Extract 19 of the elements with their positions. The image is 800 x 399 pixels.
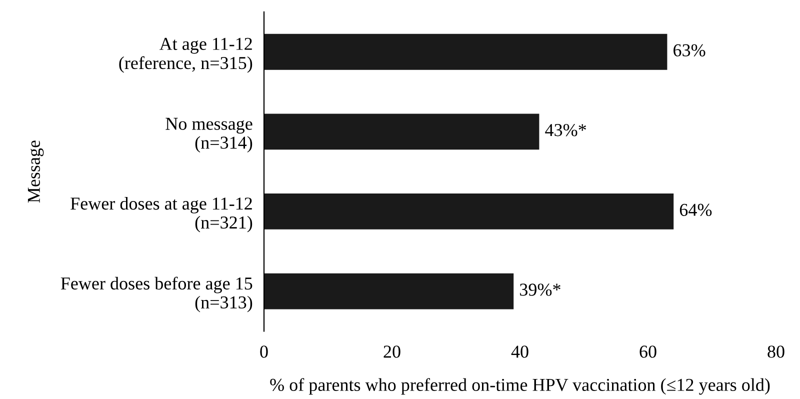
x-axis-title: % of parents who preferred on-time HPV vaccination (≤12 years old) [270,378,770,395]
data-label: 64% [680,204,712,216]
y-tick-label: At age 11-12 (reference, n=315) [119,38,252,73]
data-label: 63% [674,44,706,56]
bar [264,114,540,150]
data-label: 43%* [545,124,586,136]
y-axis-title: Message [28,140,44,203]
y-tick-label: Fewer doses at age 11-12 (n=321) [70,196,252,232]
bar [264,273,514,310]
data-label: 39%* [520,284,560,296]
x-tick-label: 60 [640,346,656,358]
x-tick-label: 80 [768,346,784,358]
y-tick-label: Fewer doses before age 15 (n=313) [60,276,252,312]
y-tick-label: No message (n=314) [166,118,252,152]
x-tick-label: 20 [384,346,400,358]
x-tick-label: 40 [511,346,528,358]
x-tick-label: 0 [260,346,268,358]
bar [264,194,674,230]
bar [264,34,668,70]
